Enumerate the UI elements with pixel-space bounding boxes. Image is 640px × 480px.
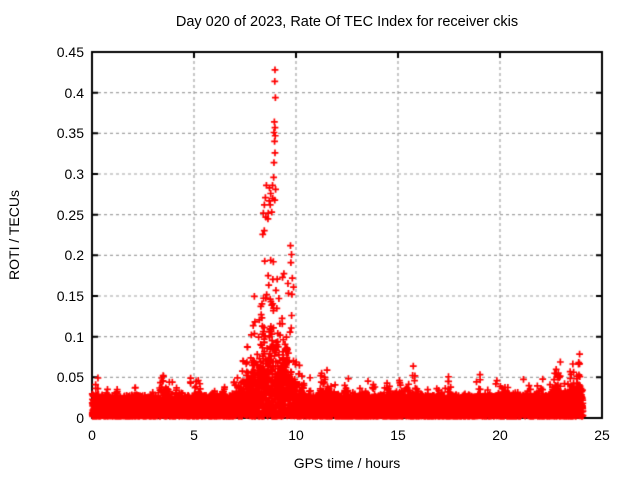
y-tick-label: 0.45 xyxy=(56,44,84,60)
y-tick-label: 0.05 xyxy=(56,369,84,386)
y-tick-label: 0.2 xyxy=(64,247,84,264)
y-tick-label: 0.35 xyxy=(56,125,84,142)
y-tick-label: 0.25 xyxy=(56,206,84,223)
y-tick-label: 0.1 xyxy=(64,328,84,345)
y-tick-label: 0.4 xyxy=(64,84,84,101)
y-tick-label: 0.15 xyxy=(56,288,84,304)
chart-title: Day 020 of 2023, Rate Of TEC Index for r… xyxy=(175,14,519,30)
x-tick-label: 5 xyxy=(190,427,198,443)
y-tick-label: 0 xyxy=(76,410,84,426)
x-tick-label: 15 xyxy=(390,427,406,443)
x-tick-label: 10 xyxy=(288,427,304,443)
y-tick-label: 0.3 xyxy=(64,166,84,182)
x-tick-label: 20 xyxy=(492,427,508,443)
x-tick-label: 0 xyxy=(88,427,96,443)
y-tick-labels: 0 0.05 0.1 0.15 0.2 0.25 0.3 0.35 0.4 0.45 xyxy=(0,0,84,480)
x-axis-label: GPS time / hours xyxy=(293,455,401,471)
x-tick-label: 25 xyxy=(594,427,610,443)
